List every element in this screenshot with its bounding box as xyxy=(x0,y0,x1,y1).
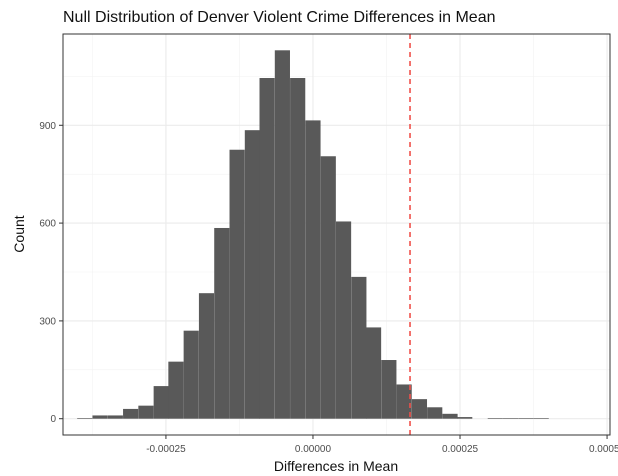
histogram-bar xyxy=(153,386,169,419)
y-tick-label: 300 xyxy=(39,316,56,327)
y-tick-label: 0 xyxy=(50,414,56,425)
y-tick-label: 600 xyxy=(39,219,56,230)
chart-title: Null Distribution of Denver Violent Crim… xyxy=(63,9,495,26)
histogram-bar xyxy=(503,418,519,419)
histogram-bar xyxy=(214,227,230,419)
histogram-bar xyxy=(518,418,534,419)
histogram-bar xyxy=(335,221,352,419)
histogram-bar xyxy=(183,330,199,419)
histogram-bar xyxy=(411,399,428,419)
histogram-bar xyxy=(92,415,108,419)
histogram-bar xyxy=(442,413,458,419)
histogram-bar xyxy=(107,415,123,419)
histogram-bar xyxy=(305,120,321,419)
histogram-bar xyxy=(77,418,93,419)
histogram-bar xyxy=(320,156,336,419)
histogram-bar xyxy=(427,407,443,419)
x-tick-label: 0.00025 xyxy=(442,444,479,455)
x-axis-title: Differences in Mean xyxy=(274,458,398,474)
histogram-bar xyxy=(274,50,290,419)
x-tick-label: -0.00025 xyxy=(146,444,186,455)
histogram-bar xyxy=(365,327,382,419)
histogram-bar xyxy=(198,293,215,419)
histogram-bar xyxy=(168,361,184,419)
histogram-bar xyxy=(290,78,306,419)
y-axis-title: Count xyxy=(11,215,27,252)
histogram-bars xyxy=(77,50,549,419)
histogram-bar xyxy=(396,384,412,419)
histogram-bar xyxy=(244,130,260,419)
x-tick-label: 0.00000 xyxy=(295,444,332,455)
histogram-bar xyxy=(138,405,154,419)
histogram-bar xyxy=(457,417,473,419)
histogram-bar xyxy=(487,418,503,419)
plot-panel-border xyxy=(62,33,611,436)
histogram-bar xyxy=(351,276,367,419)
y-tick-label: 900 xyxy=(39,121,56,132)
y-axis: 0 300 600 900 xyxy=(39,121,63,425)
histogram-bar xyxy=(533,418,549,419)
histogram-bar xyxy=(229,149,245,419)
histogram-bar xyxy=(259,78,275,419)
histogram-bar xyxy=(123,408,139,419)
histogram-bar xyxy=(381,360,397,419)
